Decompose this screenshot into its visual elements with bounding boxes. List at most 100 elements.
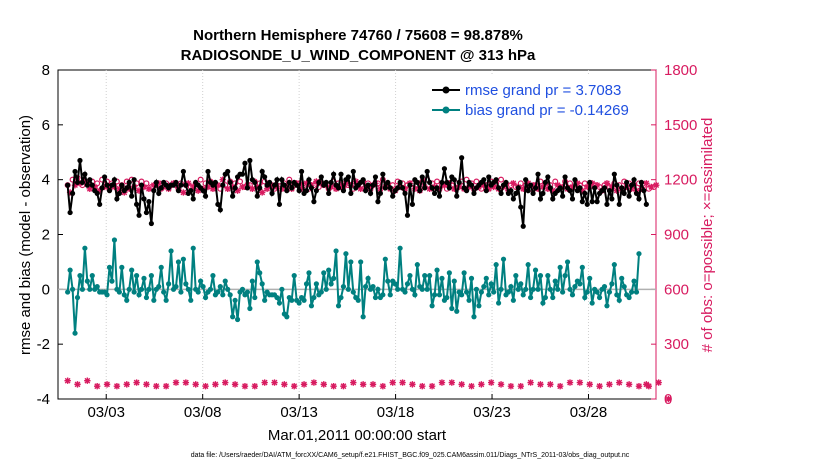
obs-possible-marker: [567, 180, 574, 187]
bias-marker: [372, 294, 379, 301]
bias-marker: [321, 270, 327, 276]
bias-marker: [584, 289, 590, 295]
rmse-marker: [577, 185, 583, 191]
bias-marker: [328, 281, 334, 287]
bias-marker: [289, 297, 295, 303]
bias-marker: [129, 267, 135, 273]
rmse-marker: [286, 179, 292, 186]
bias-marker: [596, 294, 603, 301]
obs-count-bottom-marker: [468, 383, 475, 390]
bias-marker: [508, 283, 514, 290]
bias-marker: [518, 281, 524, 287]
legend: rmse grand pr = 3.7083 bias grand pr = -…: [426, 76, 654, 120]
bias-marker: [404, 281, 411, 287]
obs-count-bottom-marker: [300, 381, 308, 388]
obs-count-bottom-marker: [517, 383, 524, 390]
rmse-marker: [252, 179, 258, 186]
rmse-marker: [318, 174, 324, 180]
obs-assimilated-marker: [465, 183, 473, 191]
bias-marker: [136, 292, 142, 298]
rmse-marker: [111, 177, 118, 183]
bias-marker: [94, 283, 100, 290]
obs-count-bottom-marker: [64, 377, 71, 384]
obs-assimilated-marker: [298, 185, 305, 193]
obs-possible-marker: [197, 176, 204, 183]
rmse-marker: [281, 182, 287, 188]
rmse-marker: [404, 212, 411, 218]
obs-count-bottom-marker: [369, 381, 377, 388]
rmse-marker: [348, 190, 354, 196]
bias-marker: [69, 286, 76, 292]
rmse-marker: [619, 185, 625, 191]
obs-assimilated-marker: [140, 183, 148, 191]
obs-assimilated-marker: [653, 181, 660, 189]
obs-count-bottom-marker: [222, 379, 229, 386]
rmse-marker: [323, 179, 329, 186]
rmse-marker: [271, 182, 278, 188]
bias-marker: [183, 281, 189, 287]
bias-marker: [230, 314, 236, 320]
rmse-marker: [638, 179, 645, 186]
rmse-marker: [124, 185, 130, 191]
rmse-marker: [72, 168, 78, 175]
obs-assimilated-marker: [327, 183, 335, 191]
bias-marker: [510, 297, 516, 303]
obs-count-bottom-marker: [153, 383, 160, 390]
obs-count-bottom-marker: [527, 379, 534, 386]
rmse-marker: [136, 212, 142, 218]
bias-marker: [166, 281, 172, 287]
obs-possible-marker: [552, 178, 559, 185]
rmse-marker: [87, 177, 93, 183]
bias-marker: [335, 303, 342, 309]
bias-marker: [555, 286, 561, 292]
obs-possible-marker: [581, 180, 588, 187]
y-left-tick-label: 8: [42, 62, 50, 79]
rmse-marker: [205, 168, 211, 175]
bias-marker: [180, 256, 186, 262]
bias-marker: [306, 270, 312, 276]
bias-marker: [111, 237, 118, 243]
obs-count-bottom-marker: [625, 381, 633, 388]
obs-assimilated-marker: [224, 185, 231, 193]
rmse-marker: [360, 177, 366, 183]
obs-assimilated-marker: [254, 183, 261, 191]
rmse-marker: [306, 177, 312, 183]
obs-count-bottom-marker: [428, 383, 436, 390]
y-right-tick-label: 600: [664, 281, 689, 298]
bias-marker: [326, 267, 332, 273]
rmse-marker: [471, 190, 477, 196]
rmse-marker: [380, 171, 386, 177]
bias-marker: [348, 259, 354, 265]
rmse-marker: [562, 174, 568, 180]
rmse-marker: [89, 182, 95, 188]
obs-count-bottom-marker: [350, 379, 357, 386]
bias-marker: [473, 286, 480, 292]
obs-count-bottom-marker: [123, 381, 130, 388]
obs-assimilated-marker: [470, 185, 478, 193]
rmse-marker: [508, 188, 514, 194]
rmse-marker: [545, 174, 551, 180]
bias-marker: [313, 281, 319, 287]
bias-marker: [161, 289, 167, 295]
rmse-marker: [279, 177, 285, 183]
legend-bias-marker: [442, 106, 450, 114]
x-tick-label: 03/28: [570, 404, 608, 421]
obs-count-bottom-marker: [448, 379, 456, 386]
bias-marker: [537, 273, 544, 279]
rmse-marker: [498, 190, 504, 196]
bias-marker: [259, 281, 265, 287]
bias-marker: [74, 294, 81, 301]
obs-count-bottom-marker: [556, 383, 564, 390]
bias-marker: [528, 294, 534, 301]
obs-count-bottom-marker: [192, 381, 199, 388]
plot-frame: [57, 69, 657, 400]
rmse-marker: [407, 182, 413, 188]
bias-marker: [188, 297, 194, 303]
obs-count-bottom-marker: [310, 379, 318, 386]
rmse-marker: [133, 201, 140, 207]
bias-marker: [185, 286, 191, 292]
bias-marker: [207, 286, 214, 292]
obs-count-bottom-marker: [212, 381, 219, 388]
obs-count-bottom-marker: [281, 381, 288, 388]
rmse-marker: [101, 174, 108, 180]
